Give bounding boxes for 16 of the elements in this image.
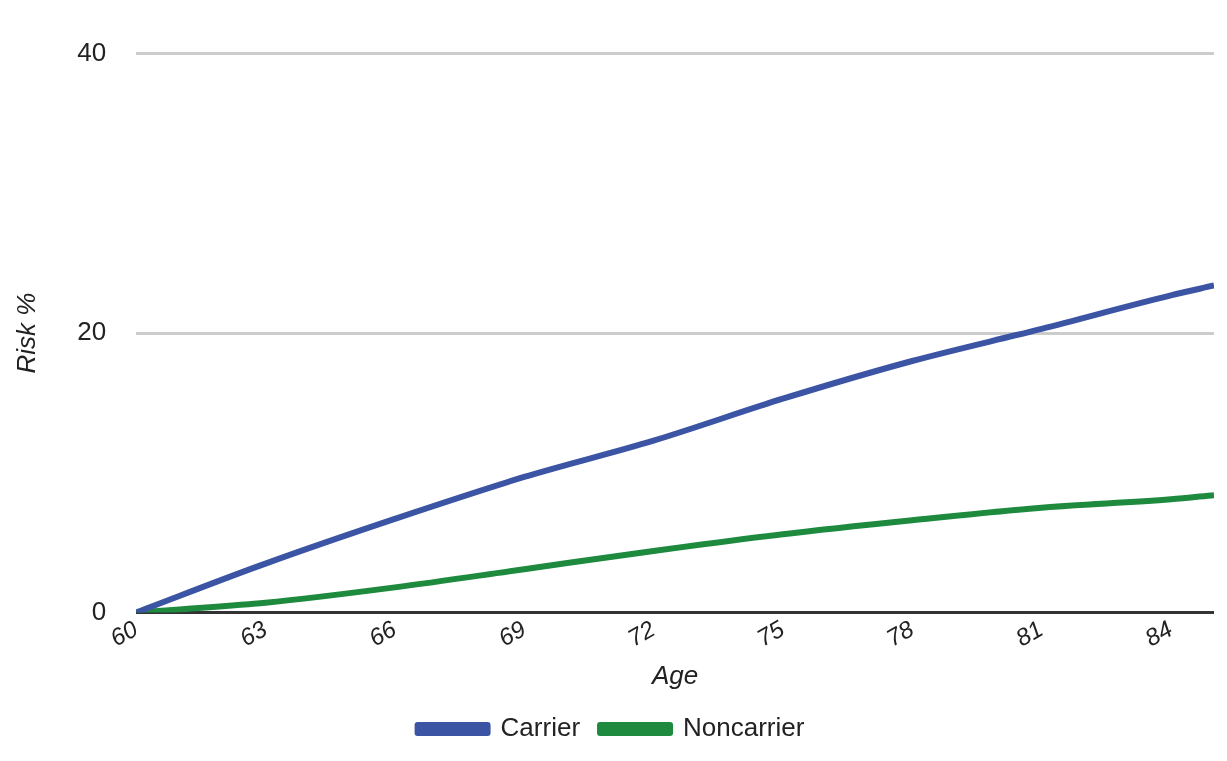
y-tick-label: 40 [77, 36, 107, 67]
x-tick-label: 69 [493, 614, 530, 652]
x-tick-label: 81 [1010, 614, 1048, 652]
x-tick-label: 63 [234, 614, 272, 652]
x-tick-label: 78 [881, 614, 919, 652]
legend-label: Noncarrier [683, 712, 805, 743]
legend-label: Carrier [500, 712, 581, 743]
y-tick-label: 0 [91, 595, 107, 626]
y-axis-title: Risk % [10, 292, 41, 374]
x-tick-label: 60 [105, 614, 143, 652]
x-tick-label: 66 [364, 614, 402, 652]
x-axis-title: Age [649, 659, 699, 690]
x-tick-label: 75 [752, 614, 790, 652]
x-tick-label: 72 [622, 614, 660, 652]
y-tick-label: 20 [77, 316, 107, 347]
x-tick-label: 84 [1140, 614, 1177, 652]
